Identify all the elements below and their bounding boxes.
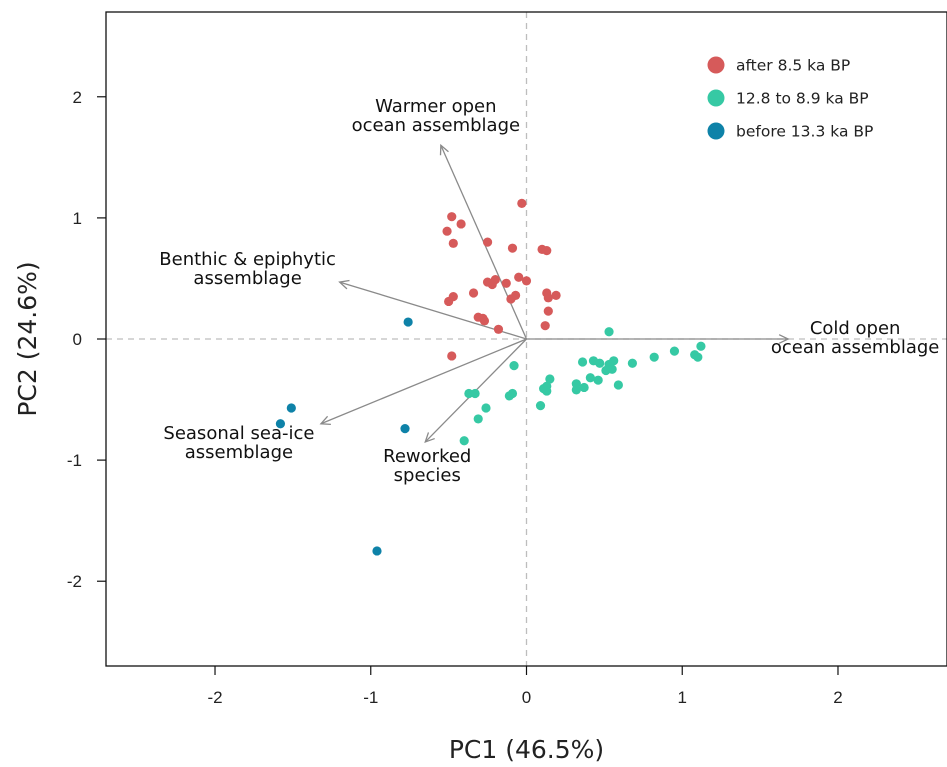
data-point <box>447 212 457 222</box>
data-point <box>468 288 479 298</box>
x-tick-label: 0 <box>522 688 531 707</box>
y-tick-label: 1 <box>73 209 82 228</box>
data-point <box>400 424 410 434</box>
data-point <box>507 243 518 253</box>
data-point <box>444 296 454 307</box>
data-point <box>627 358 638 368</box>
loading-arrowhead <box>439 143 449 156</box>
data-point <box>447 351 457 361</box>
loading-label: Reworked <box>383 446 471 467</box>
y-axis-title: PC2 (24.6%) <box>13 261 42 416</box>
data-point <box>601 365 611 376</box>
series-group <box>275 317 413 556</box>
loading-label: Benthic & epiphytic <box>159 249 336 270</box>
data-point <box>540 321 550 331</box>
loading-label: Warmer open <box>375 96 496 117</box>
loading-arrowhead <box>338 279 350 290</box>
loading-arrowhead <box>778 334 790 344</box>
y-tick-label: 2 <box>73 88 82 107</box>
data-point <box>493 324 504 334</box>
data-point <box>275 419 286 429</box>
data-point <box>649 352 659 362</box>
loading-arrow-line <box>320 338 527 425</box>
data-point <box>487 279 497 290</box>
series-group <box>442 198 561 361</box>
loading-label: Seasonal sea-ice <box>163 423 314 444</box>
data-point <box>543 293 553 303</box>
y-tick-label: 0 <box>73 330 82 349</box>
loading-arrowhead <box>319 415 331 426</box>
data-point <box>481 403 491 413</box>
x-tick-label: -2 <box>207 688 222 707</box>
data-point <box>577 357 588 367</box>
x-tick-label: 1 <box>678 688 687 707</box>
x-tick-label: -1 <box>363 688 378 707</box>
legend-label: before 13.3 ka BP <box>736 123 873 141</box>
data-point <box>459 436 469 446</box>
x-axis-title: PC1 (46.5%) <box>449 735 604 764</box>
loading-arrowhead <box>424 432 435 444</box>
data-point <box>517 198 527 208</box>
data-point <box>514 272 524 282</box>
data-points <box>275 198 706 556</box>
data-point <box>542 245 552 256</box>
data-point <box>448 238 458 248</box>
data-point <box>613 380 623 390</box>
data-point <box>545 374 555 384</box>
data-point <box>669 346 680 356</box>
y-tick-label: -1 <box>67 451 82 470</box>
data-point <box>470 388 480 399</box>
legend-marker <box>707 89 725 107</box>
data-point <box>543 306 553 316</box>
data-point <box>696 341 706 351</box>
loading-label: species <box>394 465 461 486</box>
data-point <box>504 391 514 401</box>
loading-label: ocean assemblage <box>352 115 521 136</box>
data-point <box>286 403 296 413</box>
x-tick-label: 2 <box>833 688 842 707</box>
data-point <box>535 401 546 411</box>
legend: after 8.5 ka BP 12.8 to 8.9 ka BP before 1… <box>707 56 873 141</box>
data-point <box>372 546 382 556</box>
data-point <box>593 375 603 385</box>
data-point <box>510 290 521 300</box>
legend-label: 12.8 to 8.9 ka BP <box>736 90 869 108</box>
loading-label: ocean assemblage <box>771 337 940 358</box>
data-point <box>604 327 614 337</box>
legend-marker <box>707 56 725 74</box>
loading-label: assemblage <box>193 268 301 289</box>
data-point <box>473 414 483 424</box>
data-point <box>501 278 511 288</box>
loading-label: Cold open <box>810 318 901 339</box>
data-point <box>693 352 703 362</box>
legend-marker <box>707 122 725 140</box>
y-axis: -2 -1 0 1 2 <box>67 88 106 591</box>
data-point <box>521 276 532 286</box>
y-tick-label: -2 <box>67 572 82 591</box>
legend-label: after 8.5 ka BP <box>736 57 850 75</box>
data-point <box>579 382 589 393</box>
series-group <box>459 327 706 446</box>
data-point <box>595 358 605 368</box>
data-point <box>551 290 561 300</box>
data-point <box>456 219 466 229</box>
x-axis: -2 -1 0 1 2 <box>207 666 843 707</box>
data-point <box>403 317 413 327</box>
data-point <box>585 373 595 383</box>
loading-label: assemblage <box>185 442 293 463</box>
data-point <box>509 361 519 371</box>
data-point <box>442 226 452 236</box>
data-point <box>482 237 493 247</box>
data-point <box>571 385 581 395</box>
data-point <box>479 316 490 326</box>
data-point <box>542 386 552 396</box>
